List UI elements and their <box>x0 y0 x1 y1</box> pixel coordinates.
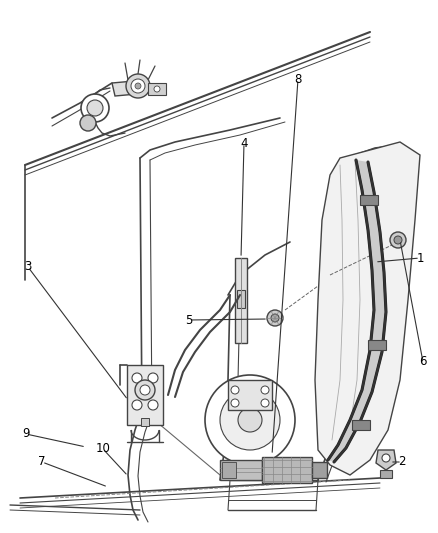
Bar <box>311 462 326 478</box>
Circle shape <box>148 373 158 383</box>
Text: 1: 1 <box>415 252 423 264</box>
Text: 3: 3 <box>24 261 32 273</box>
Circle shape <box>219 390 279 450</box>
Polygon shape <box>375 450 395 470</box>
Circle shape <box>132 400 141 410</box>
Circle shape <box>132 373 141 383</box>
Circle shape <box>389 232 405 248</box>
Bar <box>127 365 162 425</box>
Text: 8: 8 <box>293 72 301 85</box>
Circle shape <box>261 399 268 407</box>
Text: 9: 9 <box>22 427 30 440</box>
Circle shape <box>81 94 109 122</box>
Bar <box>351 420 369 430</box>
Text: 4: 4 <box>240 136 247 149</box>
Circle shape <box>135 83 141 89</box>
Circle shape <box>266 310 283 326</box>
Bar <box>227 380 272 410</box>
Circle shape <box>87 100 103 116</box>
Circle shape <box>135 380 155 400</box>
Bar <box>219 460 261 480</box>
Circle shape <box>140 385 150 395</box>
Bar <box>367 340 385 350</box>
Bar <box>234 258 247 343</box>
Bar <box>237 290 244 308</box>
Circle shape <box>270 314 279 322</box>
Circle shape <box>80 115 96 131</box>
Bar <box>141 418 148 426</box>
Circle shape <box>126 74 150 98</box>
Bar <box>148 83 166 95</box>
Text: 10: 10 <box>95 442 110 456</box>
Text: 7: 7 <box>38 456 46 469</box>
Circle shape <box>131 79 145 93</box>
Bar <box>359 195 377 205</box>
Circle shape <box>261 386 268 394</box>
Bar <box>379 470 391 478</box>
Circle shape <box>230 386 238 394</box>
Text: 2: 2 <box>397 456 405 469</box>
Polygon shape <box>327 160 385 462</box>
Bar <box>222 462 236 478</box>
Circle shape <box>148 400 158 410</box>
Circle shape <box>230 399 238 407</box>
Circle shape <box>381 454 389 462</box>
Circle shape <box>393 236 401 244</box>
Polygon shape <box>112 80 148 96</box>
Circle shape <box>237 408 261 432</box>
Bar <box>261 457 311 483</box>
Circle shape <box>154 86 159 92</box>
Text: 6: 6 <box>418 356 426 368</box>
Text: 5: 5 <box>185 313 192 327</box>
Circle shape <box>205 375 294 465</box>
Polygon shape <box>314 142 419 475</box>
